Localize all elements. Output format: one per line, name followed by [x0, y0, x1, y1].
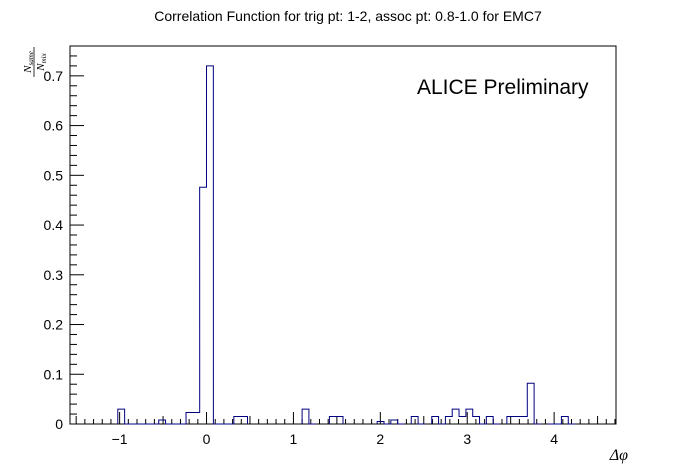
x-tick-label: 1 [290, 431, 298, 447]
y-tick-label: 0.2 [44, 317, 64, 333]
histogram-bin [234, 417, 241, 424]
y-axis: 0 0.1 0.2 0.3 0.4 0.5 0.6 0.7 [44, 45, 84, 432]
y-tick-label: 0 [55, 416, 63, 432]
histogram-bin [200, 187, 207, 424]
plot-frame [69, 45, 617, 425]
histogram-bin [561, 417, 568, 424]
histogram-bin [507, 417, 514, 424]
histogram-bin [302, 409, 309, 424]
chart-title: Correlation Function for trig pt: 1-2, a… [154, 8, 542, 24]
histogram-bin [459, 417, 466, 424]
histogram-bin [193, 413, 200, 424]
histogram-bin [241, 417, 248, 424]
histogram-bin [452, 409, 459, 424]
histogram-bin [186, 413, 193, 424]
histogram-run [431, 408, 501, 425]
y-label-numerator: N [22, 65, 34, 74]
histogram-bin [118, 409, 125, 424]
histogram-bin [514, 417, 521, 424]
y-tick-label: 0.7 [44, 68, 64, 84]
x-axis-label: Δφ [609, 447, 628, 464]
y-axis-label: Nsame Nmix [22, 47, 48, 77]
histogram-bin [329, 417, 336, 424]
histogram-run [376, 419, 405, 425]
y-label-denominator: N [35, 63, 47, 72]
histogram-bin [520, 417, 527, 424]
histogram-run [547, 416, 576, 425]
histogram-bin [445, 417, 452, 424]
x-tick-label: 2 [376, 431, 384, 447]
x-tick-label: 0 [203, 431, 211, 447]
svg-text:Nsame: Nsame [22, 51, 35, 74]
histogram-bin [377, 422, 384, 424]
histogram [117, 65, 576, 425]
histogram-bin [159, 420, 166, 424]
svg-text:Nmix: Nmix [35, 52, 48, 71]
histogram-run [117, 65, 248, 425]
y-tick-label: 0.4 [44, 217, 64, 233]
histogram-run [506, 382, 541, 425]
histogram-bin [473, 417, 480, 424]
histogram-run [301, 408, 316, 425]
y-label-denominator-sub: mix [40, 52, 48, 63]
x-tick-label: −1 [112, 431, 128, 447]
histogram-run [328, 416, 344, 424]
y-tick-label: 0.3 [44, 267, 64, 283]
y-tick-label: 0.6 [44, 118, 64, 134]
histogram-bin [411, 417, 418, 424]
x-axis: −1 0 1 2 3 4 [75, 412, 616, 447]
x-tick-label: 4 [550, 431, 558, 447]
x-tick-label: 3 [463, 431, 471, 447]
histogram-bin [527, 383, 534, 424]
y-tick-label: 0.1 [44, 366, 64, 382]
alice-preliminary-label: ALICE Preliminary [417, 76, 589, 99]
histogram-bin [466, 409, 473, 424]
histogram-run [410, 416, 425, 425]
histogram-bin [432, 417, 439, 424]
histogram-bin [391, 420, 398, 424]
histogram-bin [207, 66, 214, 424]
histogram-bin [486, 417, 493, 424]
y-label-numerator-sub: same [27, 51, 35, 65]
y-tick-label: 0.5 [44, 167, 64, 183]
histogram-bin [336, 417, 343, 424]
